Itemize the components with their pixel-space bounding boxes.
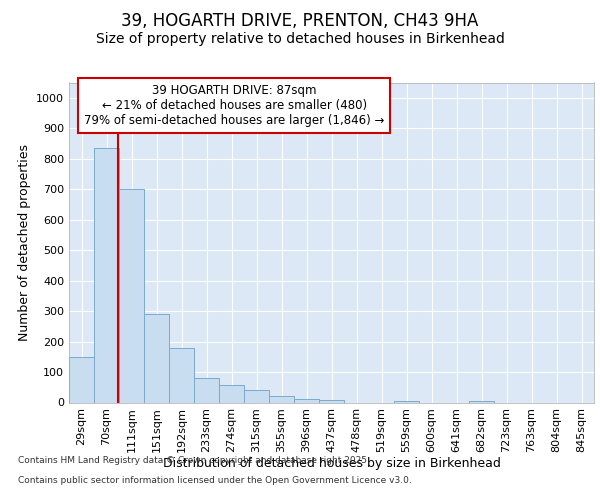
Text: Contains public sector information licensed under the Open Government Licence v3: Contains public sector information licen… <box>18 476 412 485</box>
Y-axis label: Number of detached properties: Number of detached properties <box>17 144 31 341</box>
Text: 39, HOGARTH DRIVE, PRENTON, CH43 9HA: 39, HOGARTH DRIVE, PRENTON, CH43 9HA <box>121 12 479 30</box>
Bar <box>94 148 119 403</box>
Bar <box>394 401 419 402</box>
Bar <box>194 378 219 402</box>
Bar <box>69 357 94 403</box>
X-axis label: Distribution of detached houses by size in Birkenhead: Distribution of detached houses by size … <box>163 456 500 469</box>
Text: Contains HM Land Registry data © Crown copyright and database right 2025.: Contains HM Land Registry data © Crown c… <box>18 456 370 465</box>
Bar <box>169 348 194 403</box>
Bar <box>119 189 144 402</box>
Text: 39 HOGARTH DRIVE: 87sqm
← 21% of detached houses are smaller (480)
79% of semi-d: 39 HOGARTH DRIVE: 87sqm ← 21% of detache… <box>84 84 385 127</box>
Text: Size of property relative to detached houses in Birkenhead: Size of property relative to detached ho… <box>95 32 505 46</box>
Bar <box>294 400 319 402</box>
Bar <box>244 390 269 402</box>
Bar <box>319 400 344 402</box>
Bar <box>219 385 244 402</box>
Bar <box>269 396 294 402</box>
Bar <box>144 314 169 402</box>
Bar <box>469 401 494 402</box>
